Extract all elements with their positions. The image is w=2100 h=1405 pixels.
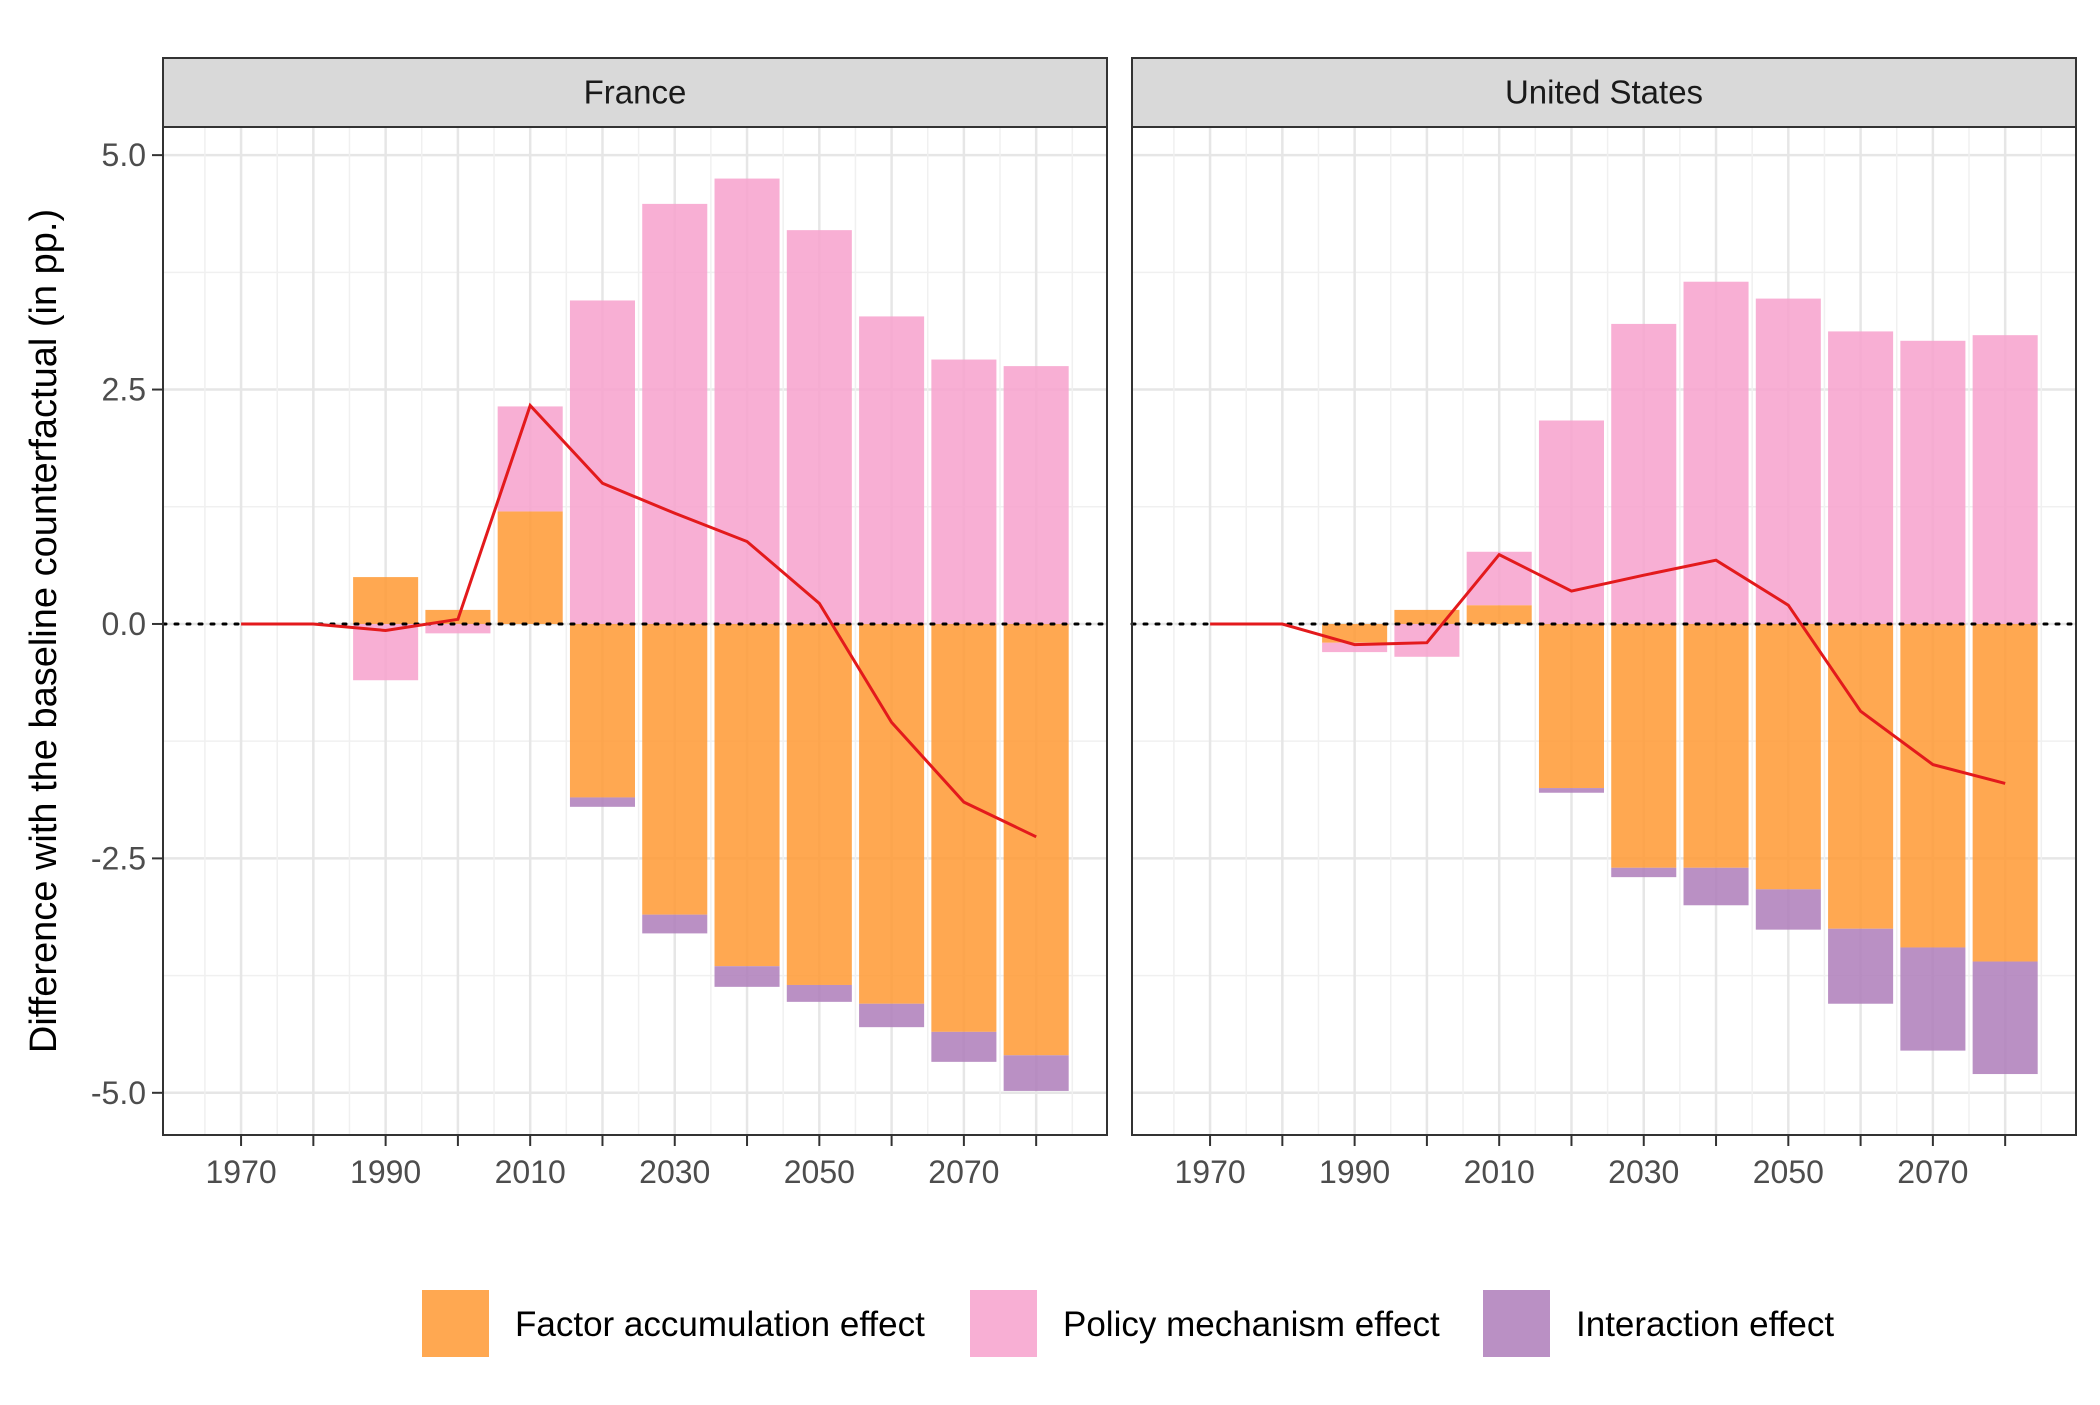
bar-factor [714, 623, 780, 967]
bar-policy [1900, 340, 1966, 624]
bar-interaction [1755, 889, 1821, 930]
bar-factor [931, 623, 997, 1032]
bar-policy [714, 178, 780, 624]
facet-title: United States [1505, 74, 1703, 111]
bar-policy [569, 300, 635, 624]
bar-factor [642, 623, 708, 915]
bar-factor [1466, 605, 1532, 624]
bar-factor [1755, 623, 1821, 890]
x-tick-label: 2070 [928, 1154, 999, 1190]
legend-swatch-interaction [1483, 1290, 1550, 1357]
x-tick-label: 2050 [1753, 1154, 1824, 1190]
bar-policy [1972, 335, 2038, 624]
x-tick-label: 2010 [1464, 1154, 1535, 1190]
x-tick-label: 1970 [1174, 1154, 1245, 1190]
bar-policy [1683, 281, 1749, 624]
y-tick-label: 2.5 [102, 372, 146, 408]
bar-policy [1538, 420, 1604, 624]
bar-policy [497, 406, 563, 512]
x-tick-label: 2070 [1897, 1154, 1968, 1190]
facet-strip [162, 57, 1108, 128]
y-tick-label: 0.0 [102, 606, 146, 642]
legend-label-interaction: Interaction effect [1576, 1305, 1834, 1344]
bar-policy [1322, 642, 1388, 653]
bar-policy [1828, 331, 1894, 624]
x-tick-label: 2030 [1608, 1154, 1679, 1190]
bar-policy [931, 359, 997, 624]
total-effect-line [1210, 552, 2006, 785]
bar-factor [1538, 623, 1604, 789]
y-axis-title: Difference with the baseline counterfact… [23, 209, 65, 1053]
x-tick-label: 2010 [495, 1154, 566, 1190]
bar-interaction [1538, 788, 1604, 793]
bar-policy [425, 623, 491, 634]
legend-label-factor: Factor accumulation effect [515, 1305, 925, 1344]
total-effect-line [241, 402, 1037, 839]
bar-factor [497, 511, 563, 624]
legend-swatch-policy [970, 1290, 1037, 1357]
bar-interaction [786, 984, 852, 1002]
bar-factor [353, 577, 419, 624]
bar-interaction [1900, 947, 1966, 1051]
bar-factor [1828, 623, 1894, 929]
x-tick-label: 1990 [1319, 1154, 1390, 1190]
bar-factor [1900, 623, 1966, 948]
x-tick-label: 2050 [784, 1154, 855, 1190]
y-tick-label: -2.5 [91, 840, 146, 876]
bar-policy [786, 230, 852, 624]
bar-factor [859, 623, 925, 1004]
y-tick-label: -5.0 [91, 1075, 146, 1111]
legend-swatch-factor [422, 1290, 489, 1357]
bar-factor [1003, 623, 1069, 1056]
bar-interaction [714, 966, 780, 987]
x-tick-label: 2030 [639, 1154, 710, 1190]
bar-factor [1611, 623, 1677, 868]
bar-factor [569, 623, 635, 798]
bar-factor [1322, 623, 1388, 643]
bar-interaction [859, 1003, 925, 1028]
bar-policy [1466, 551, 1532, 606]
bar-policy [642, 203, 708, 624]
bar-factor [786, 623, 852, 985]
bar-interaction [569, 797, 635, 807]
bar-interaction [1972, 961, 2038, 1075]
bar-interaction [1828, 928, 1894, 1004]
bar-policy [1755, 298, 1821, 624]
bar-interaction [1003, 1055, 1069, 1091]
bar-policy [353, 623, 419, 681]
facet-title: France [584, 74, 687, 111]
bar-interaction [642, 914, 708, 934]
bar-factor [1683, 623, 1749, 868]
x-tick-label: 1990 [350, 1154, 421, 1190]
bar-policy [859, 316, 925, 624]
legend-label-policy: Policy mechanism effect [1063, 1305, 1440, 1344]
bar-factor [1972, 623, 2038, 962]
bar-policy [1003, 366, 1069, 624]
x-tick-label: 1970 [205, 1154, 276, 1190]
bar-interaction [1683, 867, 1749, 906]
y-tick-label: 5.0 [102, 137, 146, 173]
bar-interaction [1611, 867, 1677, 878]
bar-factor [1394, 609, 1460, 624]
facet-strip [1131, 57, 2077, 128]
bar-interaction [931, 1031, 997, 1062]
